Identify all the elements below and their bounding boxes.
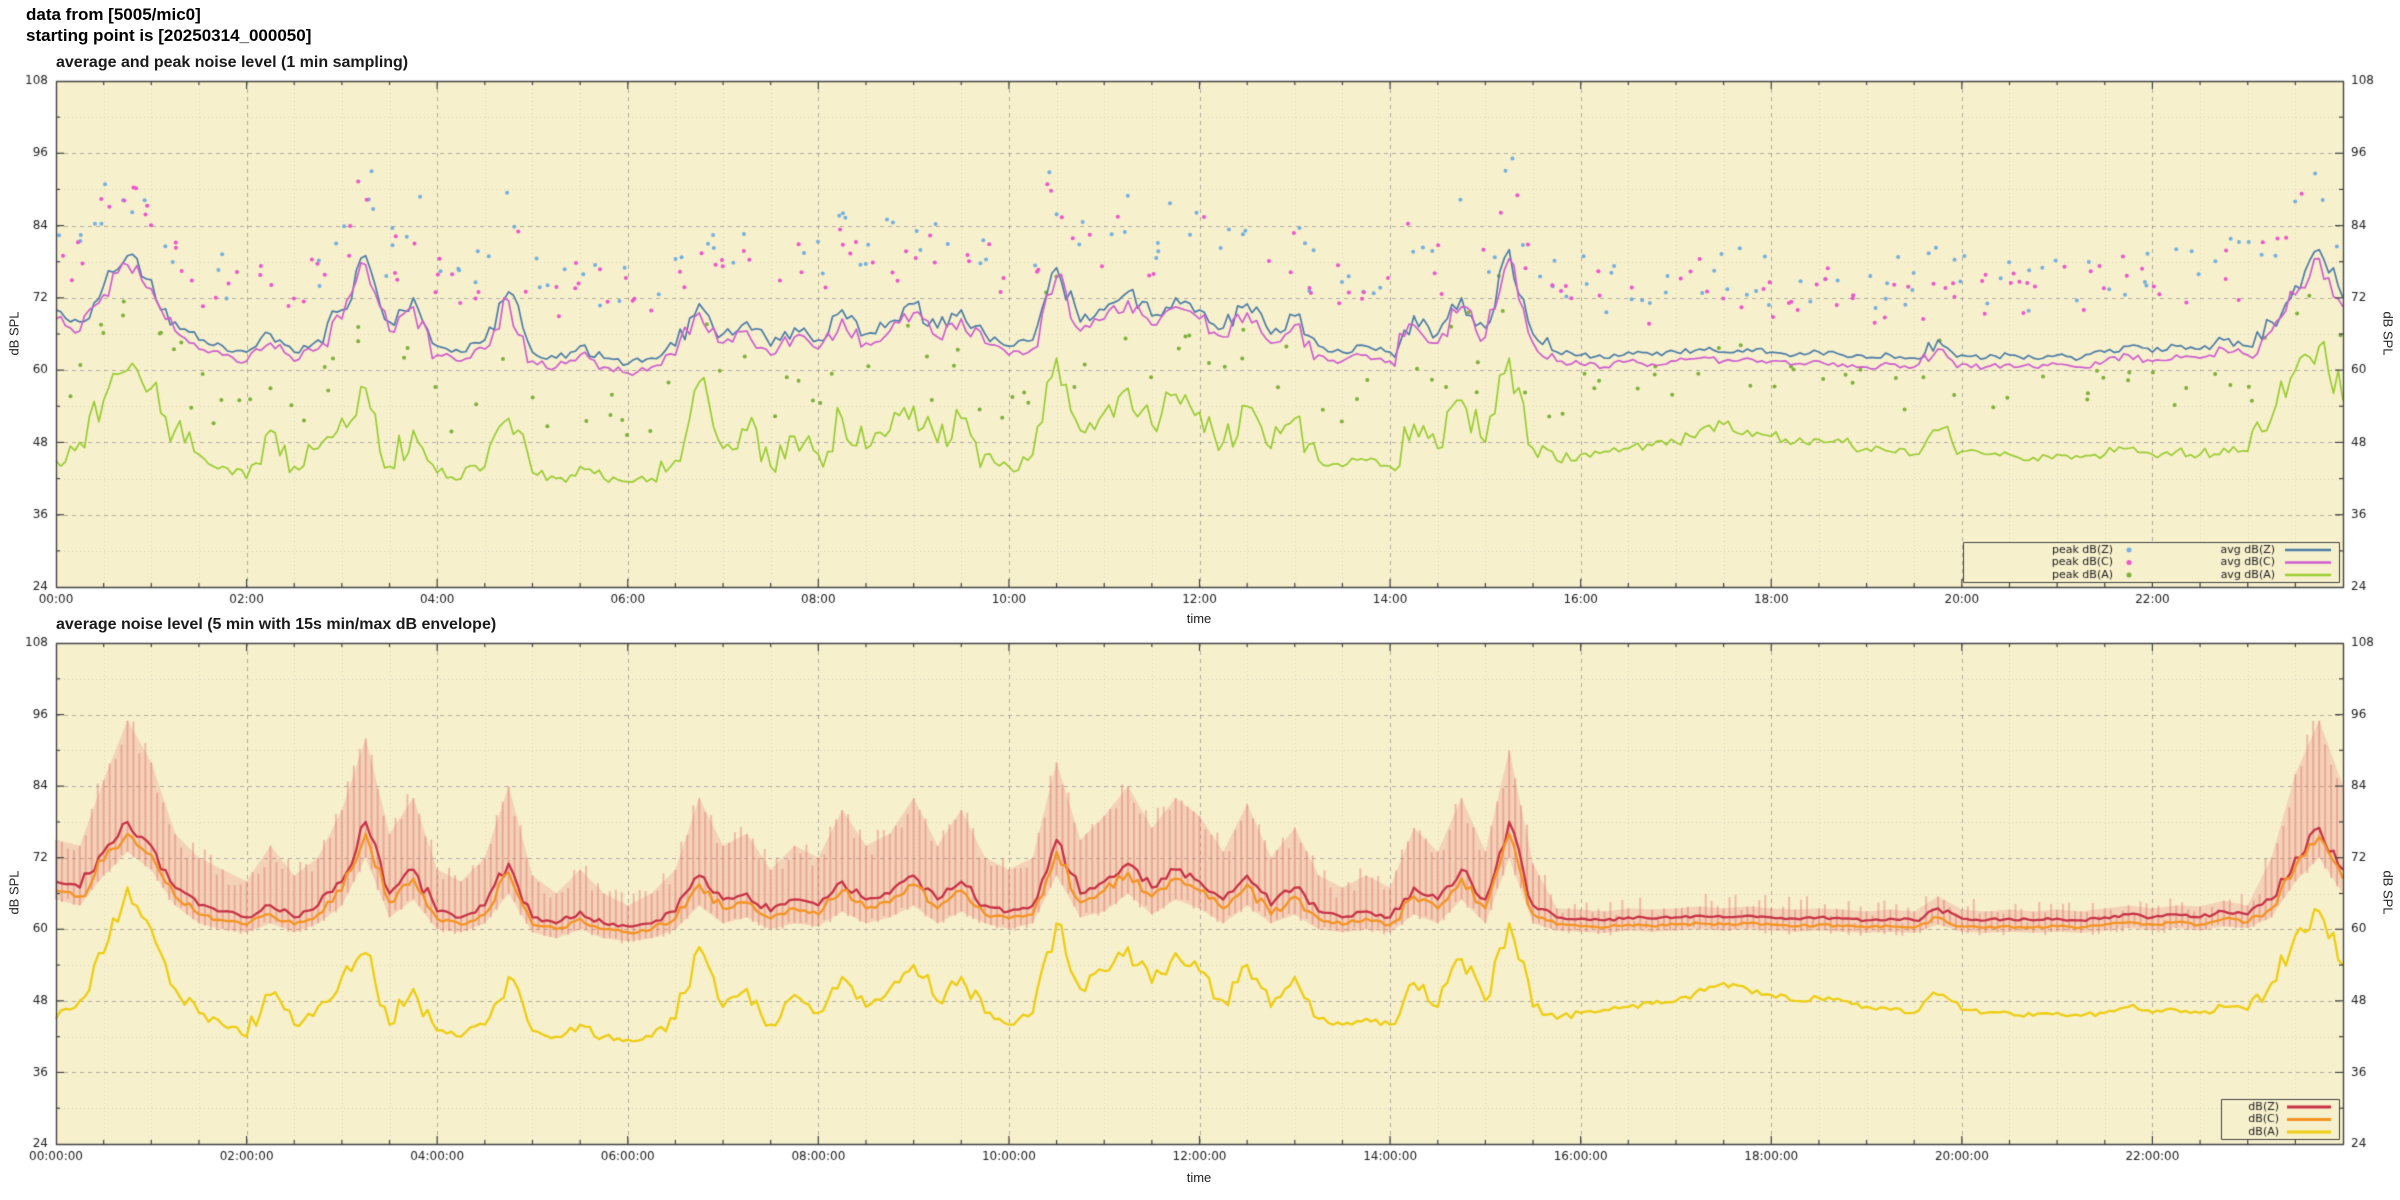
chart2-title: average noise level (5 min with 15s min/… (56, 616, 497, 633)
chart1-ylabel-right: dB SPL (2380, 311, 2396, 356)
header-line-source: data from [5005/mic0] (26, 5, 201, 24)
chart1-xlabel: time (1186, 611, 1212, 626)
chart2-ylabel-left: dB SPL (6, 870, 22, 915)
chart1-title: average and peak noise level (1 min samp… (56, 54, 409, 71)
chart2-ylabel-right: dB SPL (2380, 870, 2396, 915)
header-line-start: starting point is [20250314_000050] (26, 26, 312, 45)
chart2-xlabel: time (1186, 1170, 1212, 1185)
chart1-ylabel-left: dB SPL (6, 311, 22, 356)
